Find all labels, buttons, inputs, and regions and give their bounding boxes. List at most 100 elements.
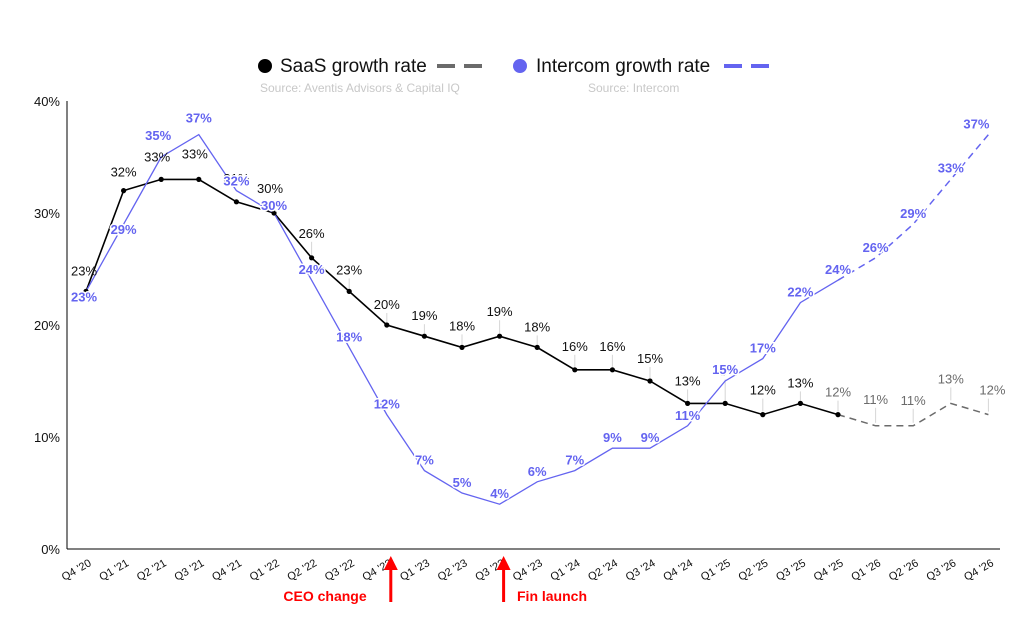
legend-saas-label: SaaS growth rate bbox=[280, 56, 427, 77]
intercom-data-label: 7% bbox=[415, 453, 434, 468]
saas-forecast-line bbox=[837, 402, 989, 427]
x-tick-label: Q4 '23 bbox=[511, 557, 545, 583]
intercom-data-label: 5% bbox=[453, 475, 472, 490]
x-tick-label: Q1 '22 bbox=[248, 557, 282, 583]
saas-data-label: 33% bbox=[144, 149, 170, 164]
saas-data-label: 13% bbox=[787, 375, 813, 390]
saas-data-label: 23% bbox=[71, 263, 97, 278]
saas-data-point bbox=[685, 400, 691, 406]
intercom-data-label: 29% bbox=[111, 222, 137, 237]
saas-data-point bbox=[797, 400, 804, 406]
x-tick-label: Q4 '21 bbox=[210, 557, 244, 583]
intercom-data-label: 7% bbox=[565, 453, 584, 468]
intercom-data-label: 24% bbox=[299, 262, 325, 277]
intercom-data-label: 9% bbox=[641, 430, 660, 445]
saas-data-point bbox=[609, 367, 616, 373]
intercom-data-label: 32% bbox=[223, 174, 249, 189]
saas-data-label: 16% bbox=[599, 339, 625, 354]
x-tick-label: Q3 '25 bbox=[774, 557, 808, 583]
x-tick-label: Q1 '26 bbox=[849, 557, 883, 583]
legend-item-intercom[interactable]: Intercom growth rate Source: Intercom bbox=[513, 56, 771, 95]
intercom-data-label: 23% bbox=[71, 289, 97, 304]
intercom-data-label: 29% bbox=[900, 206, 926, 221]
intercom-data-label: 30% bbox=[261, 198, 287, 213]
saas-data-point bbox=[346, 288, 352, 294]
saas-data-point bbox=[459, 344, 465, 350]
x-tick-label: Q2 '24 bbox=[586, 557, 620, 583]
saas-data-point bbox=[835, 412, 841, 418]
saas-data-point bbox=[497, 333, 503, 339]
intercom-data-label: 6% bbox=[528, 464, 547, 479]
data-labels: 23% 32% 33% 33% 31% 30% 26% 23% 20% 19% 18% 19% 18% 1… bbox=[69, 109, 1005, 503]
legend-item-saas[interactable]: SaaS growth rate Source: Aventis Advisor… bbox=[258, 56, 484, 95]
y-tick-label: 10% bbox=[34, 430, 60, 445]
saas-data-label: 30% bbox=[257, 181, 283, 196]
intercom-data-label: 12% bbox=[374, 397, 400, 412]
intercom-actual-line bbox=[85, 133, 839, 505]
saas-data-label: 23% bbox=[336, 262, 362, 277]
y-tick-label: 40% bbox=[34, 94, 60, 109]
legend-intercom-marker bbox=[513, 59, 527, 73]
saas-data-label: 12% bbox=[750, 383, 776, 398]
y-tick-label: 20% bbox=[34, 318, 60, 333]
saas-data-point bbox=[421, 333, 427, 339]
saas-data-label: 12% bbox=[825, 385, 851, 400]
intercom-data-label: 26% bbox=[863, 240, 889, 255]
x-tick-label: Q1 '23 bbox=[398, 557, 432, 583]
x-tick-label: Q4 '26 bbox=[962, 557, 996, 583]
x-tick-label: Q3 '24 bbox=[624, 557, 658, 583]
saas-data-label: 33% bbox=[182, 146, 208, 161]
x-tick-label: Q3 '26 bbox=[925, 557, 959, 583]
legend-intercom-label: Intercom growth rate bbox=[536, 56, 710, 77]
x-tick-label: Q1 '25 bbox=[699, 557, 733, 583]
y-tick-label: 0% bbox=[41, 542, 60, 557]
saas-data-label: 13% bbox=[712, 363, 738, 378]
saas-data-label: 19% bbox=[411, 308, 437, 323]
intercom-data-label: 24% bbox=[825, 262, 851, 277]
intercom-data-label: 37% bbox=[963, 117, 989, 132]
x-tick-label: Q4 '25 bbox=[812, 557, 846, 583]
saas-data-point bbox=[384, 322, 390, 328]
x-tick-label: Q1 '21 bbox=[97, 557, 131, 583]
annotations: CEO change Fin launch bbox=[283, 556, 587, 604]
intercom-forecast-line bbox=[837, 134, 989, 281]
saas-data-label: 13% bbox=[938, 371, 964, 386]
legend-saas-marker bbox=[258, 59, 272, 73]
y-axis-ticks: 0% 10% 20% 30% 40% bbox=[34, 94, 60, 557]
x-tick-label: Q2 '23 bbox=[436, 557, 470, 583]
x-tick-label: Q2 '25 bbox=[737, 557, 771, 583]
saas-data-label: 19% bbox=[487, 304, 513, 319]
saas-data-point bbox=[309, 255, 315, 261]
intercom-data-label: 4% bbox=[490, 486, 509, 501]
x-tick-label: Q3 '21 bbox=[173, 557, 207, 583]
label-leader-lines bbox=[311, 241, 989, 423]
intercom-data-label: 18% bbox=[336, 329, 362, 344]
intercom-data-label: 17% bbox=[750, 341, 776, 356]
saas-data-point bbox=[534, 344, 540, 350]
legend: SaaS growth rate Source: Aventis Advisor… bbox=[258, 56, 771, 95]
intercom-data-label: 9% bbox=[603, 430, 622, 445]
annotation-arrow-head bbox=[383, 556, 398, 570]
saas-data-point bbox=[722, 400, 728, 406]
x-tick-label: Q4 '24 bbox=[661, 557, 695, 583]
x-tick-label: Q4 '20 bbox=[60, 557, 94, 583]
saas-data-point bbox=[158, 176, 164, 182]
intercom-data-label: 37% bbox=[186, 111, 212, 126]
saas-data-label: 18% bbox=[449, 318, 475, 333]
saas-data-point bbox=[647, 378, 653, 384]
saas-data-point bbox=[121, 188, 127, 194]
saas-data-point bbox=[271, 210, 277, 216]
intercom-data-label: 15% bbox=[712, 362, 738, 377]
saas-data-label: 16% bbox=[562, 339, 588, 354]
saas-data-point bbox=[196, 176, 202, 182]
saas-data-point bbox=[83, 288, 89, 294]
x-tick-label: Q2 '22 bbox=[285, 557, 319, 583]
saas-data-label: 12% bbox=[979, 383, 1005, 398]
saas-data-label: 20% bbox=[374, 297, 400, 312]
saas-data-label: 11% bbox=[863, 392, 888, 407]
annotation-label: Fin launch bbox=[517, 588, 587, 604]
saas-data-point bbox=[760, 412, 766, 418]
x-tick-label: Q3 '22 bbox=[323, 557, 357, 583]
legend-intercom-source: Source: Intercom bbox=[588, 81, 679, 95]
